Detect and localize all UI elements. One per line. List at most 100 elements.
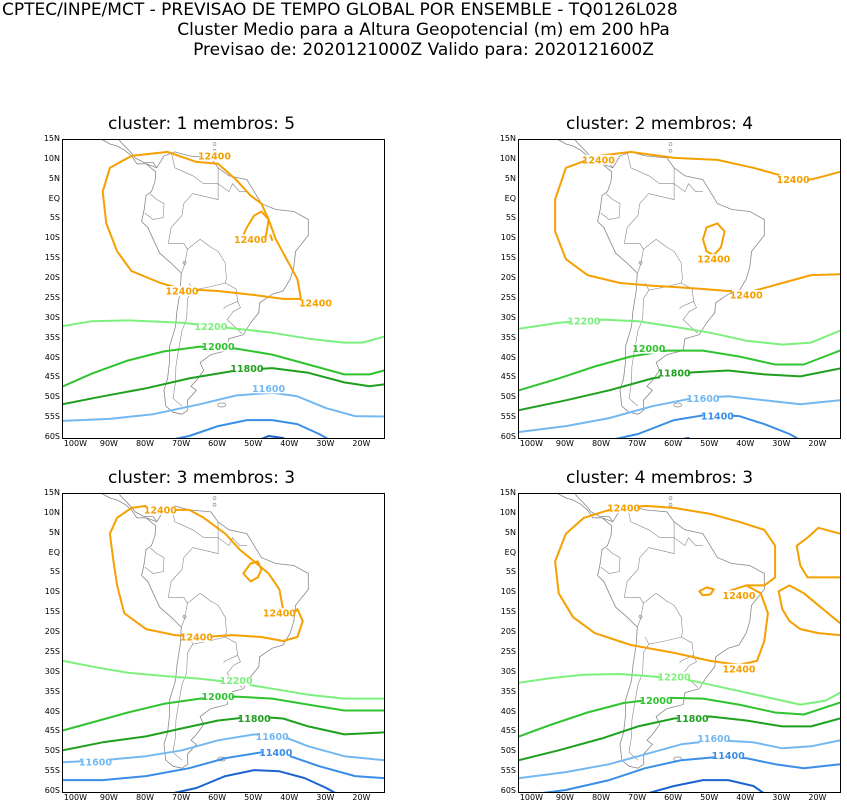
contour-label-bg [678,713,707,724]
map-panel: 12400 12400 12400 12200 12000 11800 11600 11400… [62,493,385,793]
contour-label-bg [146,504,175,515]
country-border [223,636,238,664]
header-line-2: Cluster Medio para a Altura Geopotencial… [177,20,670,40]
country-border [623,151,675,250]
contour-line [63,345,384,388]
lat-tick-label: 50S [44,392,60,402]
contour-line [63,715,384,752]
contour-line [519,673,840,706]
lat-tick-label: 55S [500,766,516,776]
lat-tick-label: 30S [500,666,516,676]
contour-label: 12200 [194,322,227,333]
island [212,496,217,500]
contour-line [795,526,840,579]
lat-tick-label: 10N [43,507,60,517]
lon-tick-label: 60W [664,439,683,448]
lon-tick-label: 100W [63,439,87,448]
contour-label: 12000 [202,692,235,703]
lat-tick-label: 15N [499,134,516,143]
coastline [141,505,309,769]
country-border [682,301,699,334]
lake [638,614,643,620]
lat-tick-label: EQ [504,193,516,203]
contour-label-bg [584,154,613,165]
lat-tick-label: 10S [500,587,516,597]
lat-tick-label: 10S [44,587,60,597]
contour-label: 11800 [230,364,263,375]
contour-label-bg [660,368,689,379]
contour-label-bg [725,663,754,674]
island [212,142,217,146]
lat-tick-label: 25S [500,292,516,302]
contour-label: 12400 [730,290,763,301]
contour-label: 11600 [252,384,285,395]
lat-tick-label: 45S [44,726,60,736]
country-border [172,290,194,407]
contour-label-bg [204,691,233,702]
country-border [628,644,650,761]
contour-line [63,319,384,344]
panel-title: cluster: 1 membros: 5 [108,114,296,134]
falkland-islands [217,402,227,408]
lon-tick-label: 80W [135,439,155,448]
lat-tick-label: 30S [44,312,60,322]
lon-tick-label: 30W [772,439,791,448]
contour-label: 11400 [259,748,292,759]
country-border [167,151,219,250]
coastline [101,494,146,519]
lat-tick-label: 30S [44,666,60,676]
contour-label: 12400 [144,505,177,516]
contour-label: 11800 [676,714,709,725]
contour-line [701,222,726,257]
contour-label: 12400 [722,664,755,675]
contour-label: 12400 [198,151,231,162]
lat-tick-label: 25S [44,646,60,656]
country-border [223,282,238,310]
lon-tick-label: 90W [555,439,574,448]
lat-tick-label: 35S [500,686,516,696]
contour-label-bg [196,321,225,332]
lat-tick-label: 50S [500,746,516,756]
contour-label: 12200 [220,676,253,687]
lat-tick-label: 30S [500,312,516,322]
contour-label: 12400 [607,503,640,514]
island [668,496,673,500]
lon-tick-label: 40W [736,793,755,802]
contour-label-bg [569,315,598,326]
panel-title: cluster: 4 membros: 3 [566,468,754,488]
country-border [167,505,219,604]
contour-label-bg [254,383,283,394]
country-border [600,547,621,574]
contour-label-bg [204,341,233,352]
lat-tick-label: 20S [500,273,516,283]
lat-tick-label: 45S [500,726,516,736]
lake [182,614,187,620]
contour-label-bg [261,747,290,758]
lon-tick-label: 70W [628,439,647,448]
country-border [673,167,703,193]
figure-header: CPTEC/INPE/MCT - PREVISAO DE TEMPO GLOBA… [0,0,847,60]
lat-tick-label: 10N [499,153,516,163]
contour-label-bg [688,393,717,404]
lat-tick-label: 15S [44,607,60,617]
lat-tick-label: 60S [500,786,516,795]
lat-tick-label: 20S [44,627,60,637]
map-panel: 12400 12400 12400 12400 12200 12000 11800 11600 [62,139,385,439]
island [668,142,673,146]
country-border [226,301,243,334]
lat-tick-label: 40S [44,706,60,716]
country-border [217,521,247,547]
contour-label-bg [725,590,754,601]
contour-label-bg [301,297,330,308]
coastline [101,140,146,165]
lat-tick-label: 20S [500,627,516,637]
lon-tick-label: 90W [99,439,118,448]
contour-line [519,696,840,738]
country-border [623,505,675,604]
lat-tick-label: 5S [49,213,60,223]
lon-tick-label: 50W [700,793,719,802]
contour-label-bg [642,695,671,706]
contour-label: 11600 [256,732,289,743]
contour-label-bg [232,363,261,374]
